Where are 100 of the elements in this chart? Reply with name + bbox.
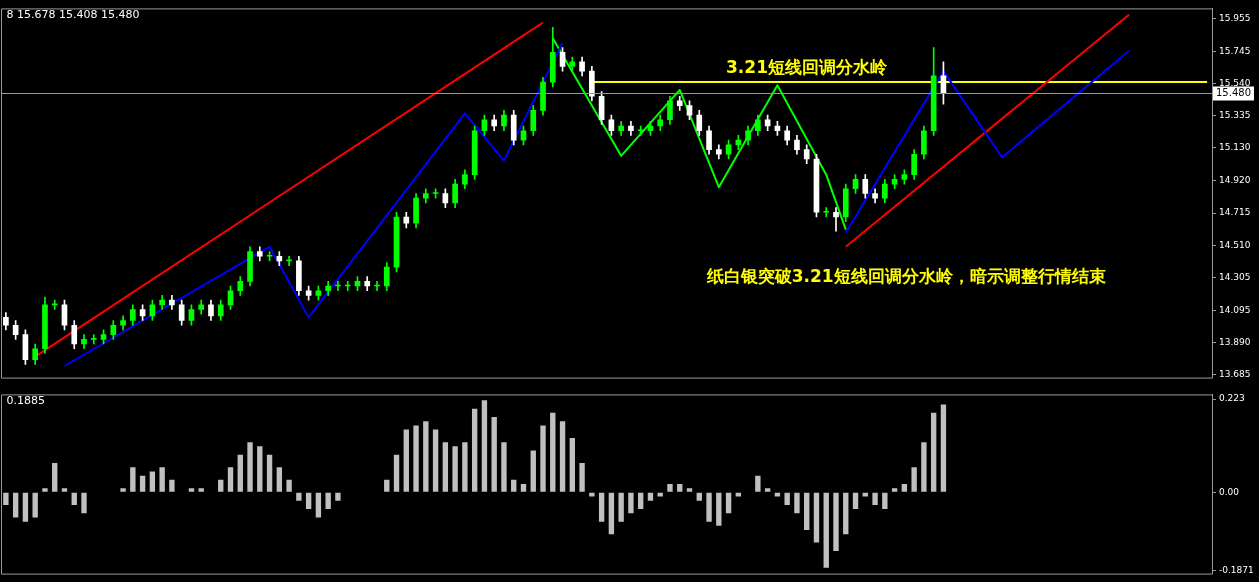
bar bbox=[501, 442, 507, 492]
bar bbox=[579, 463, 585, 492]
y-tick-label: 13.890 bbox=[1219, 336, 1251, 347]
bar bbox=[432, 429, 439, 492]
bar bbox=[823, 492, 829, 568]
bar bbox=[647, 492, 654, 501]
bar bbox=[657, 492, 663, 497]
bar bbox=[393, 454, 400, 492]
y-tick-label: 15.745 bbox=[1219, 45, 1251, 56]
bar bbox=[862, 492, 868, 497]
y-tick-label: 0.223 bbox=[1219, 393, 1245, 404]
series-label: 3.21短线回调分水岭 bbox=[726, 57, 888, 78]
bar bbox=[305, 492, 312, 510]
bar bbox=[22, 492, 29, 522]
bar bbox=[286, 479, 292, 492]
bar bbox=[706, 492, 712, 522]
bar bbox=[784, 492, 790, 505]
candlestick bbox=[90, 334, 97, 345]
bar bbox=[813, 492, 820, 543]
ref-line-label: 15.480 bbox=[1216, 87, 1251, 99]
bar bbox=[139, 475, 146, 492]
y-tick-label: 15.955 bbox=[1219, 12, 1251, 23]
bar bbox=[325, 492, 331, 510]
bar bbox=[159, 467, 165, 492]
annotation: 纸白银突破3.21短线回调分水岭，暗示调整行情结束 bbox=[705, 266, 1106, 287]
annotation: 8 15.678 15.408 15.480 bbox=[6, 8, 140, 22]
bar bbox=[452, 446, 458, 492]
bar bbox=[569, 437, 575, 492]
bar bbox=[403, 429, 409, 492]
bar bbox=[257, 446, 263, 492]
bar bbox=[677, 484, 683, 492]
y-tick-label: 15.130 bbox=[1219, 142, 1251, 153]
bar bbox=[901, 484, 908, 492]
y-tick-label: 14.305 bbox=[1219, 271, 1251, 282]
y-tick-label: 13.685 bbox=[1219, 368, 1251, 379]
bar bbox=[61, 488, 68, 492]
bar bbox=[335, 492, 341, 501]
bar bbox=[882, 492, 888, 510]
annotation: 0.1885 bbox=[6, 394, 45, 408]
bar bbox=[149, 471, 156, 492]
candlestick bbox=[823, 207, 830, 218]
y-tick-label: 15.335 bbox=[1219, 110, 1251, 121]
bar bbox=[315, 492, 322, 518]
bar bbox=[638, 492, 644, 510]
bar bbox=[833, 492, 839, 551]
bar bbox=[266, 454, 273, 492]
bar bbox=[608, 492, 615, 535]
y-tick-label: 0.00 bbox=[1219, 486, 1240, 497]
bar bbox=[598, 492, 605, 522]
bar bbox=[471, 408, 478, 492]
bar bbox=[511, 479, 517, 492]
y-tick-label: 15.540 bbox=[1219, 78, 1251, 89]
bar bbox=[589, 492, 595, 497]
bar bbox=[520, 484, 527, 492]
bar bbox=[296, 492, 302, 501]
bar bbox=[42, 488, 48, 492]
bar bbox=[198, 488, 204, 492]
bar bbox=[481, 400, 488, 492]
bar bbox=[628, 492, 634, 514]
bar bbox=[413, 425, 419, 492]
candlestick bbox=[637, 125, 644, 136]
bar bbox=[852, 492, 859, 510]
y-tick-label: 14.715 bbox=[1219, 207, 1251, 218]
bar bbox=[804, 492, 810, 531]
bar bbox=[71, 492, 77, 505]
bar bbox=[559, 421, 566, 492]
bar bbox=[725, 492, 732, 514]
bar bbox=[491, 417, 497, 492]
bar bbox=[227, 467, 234, 492]
bar bbox=[930, 412, 937, 492]
bar bbox=[696, 492, 702, 501]
bar bbox=[32, 492, 38, 518]
bar bbox=[81, 492, 87, 514]
bar bbox=[550, 412, 556, 492]
bar bbox=[218, 479, 224, 492]
bar bbox=[442, 442, 449, 492]
bar bbox=[423, 421, 429, 492]
bar bbox=[540, 425, 546, 492]
bar bbox=[169, 479, 175, 492]
bar bbox=[774, 492, 781, 497]
bar bbox=[755, 475, 761, 492]
bar bbox=[462, 442, 468, 492]
y-tick-label: 14.510 bbox=[1219, 239, 1251, 250]
bar bbox=[921, 442, 927, 492]
bar bbox=[940, 404, 947, 492]
bar bbox=[911, 467, 917, 492]
bar bbox=[843, 492, 849, 535]
bar bbox=[3, 492, 9, 505]
bar bbox=[667, 484, 673, 492]
bar bbox=[735, 492, 742, 497]
bar bbox=[764, 488, 771, 492]
bar bbox=[12, 492, 19, 518]
bar bbox=[686, 488, 693, 492]
candlestick bbox=[51, 299, 58, 310]
bar bbox=[237, 454, 243, 492]
bar bbox=[130, 467, 136, 492]
bar bbox=[120, 488, 126, 492]
bar bbox=[384, 479, 390, 492]
bar bbox=[618, 492, 624, 522]
bar bbox=[188, 488, 195, 492]
